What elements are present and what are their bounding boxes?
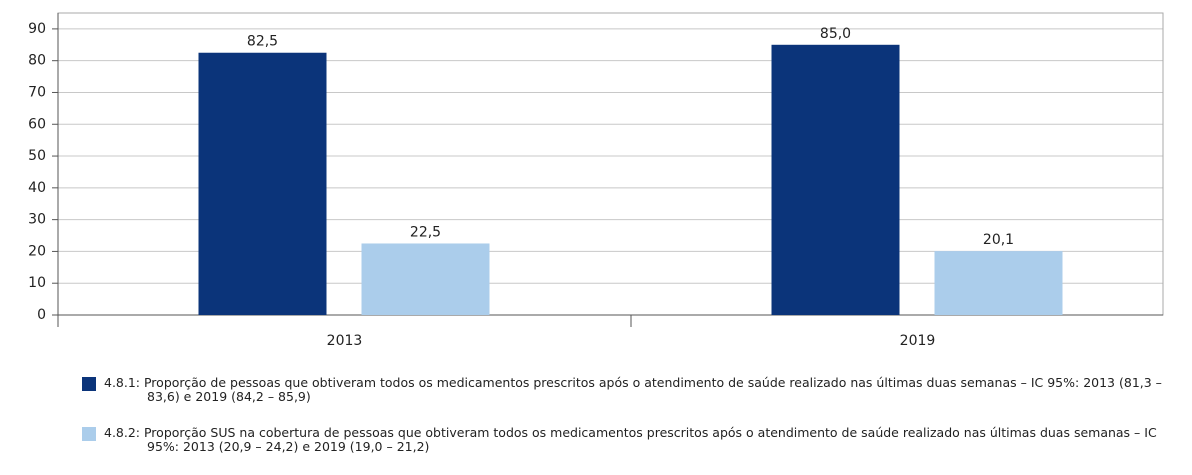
value-label: 82,5 <box>247 34 278 50</box>
y-tick-label: 80 <box>28 53 46 69</box>
legend-swatch <box>82 427 96 441</box>
value-label: 85,0 <box>820 26 851 42</box>
y-tick-label: 20 <box>28 243 46 259</box>
y-tick-label: 40 <box>28 180 46 196</box>
value-label: 20,1 <box>983 232 1014 248</box>
y-tick-label: 90 <box>28 21 46 37</box>
value-label: 22,5 <box>410 224 441 240</box>
y-tick-label: 30 <box>28 212 46 228</box>
bar <box>361 243 490 315</box>
bar <box>934 251 1063 315</box>
legend-label: 4.8.2: Proporção SUS na cobertura de pes… <box>104 425 1157 454</box>
chart: 0 10 20 30 40 50 60 70 80 90 2013 82,5 22,5 2019 85,0 2… <box>28 12 1164 349</box>
x-tick-label: 2013 <box>327 333 363 349</box>
y-tick-label: 70 <box>28 84 46 100</box>
x-tick-label: 2019 <box>900 333 936 349</box>
legend-label: 4.8.1: Proporção de pessoas que obtivera… <box>104 375 1162 404</box>
bar <box>771 44 900 315</box>
bar <box>198 52 327 315</box>
y-tick-label: 0 <box>37 307 46 323</box>
y-tick-label: 60 <box>28 116 46 132</box>
y-tick-label: 50 <box>28 148 46 164</box>
legend-swatch <box>82 377 96 391</box>
y-tick-label: 10 <box>28 275 46 291</box>
